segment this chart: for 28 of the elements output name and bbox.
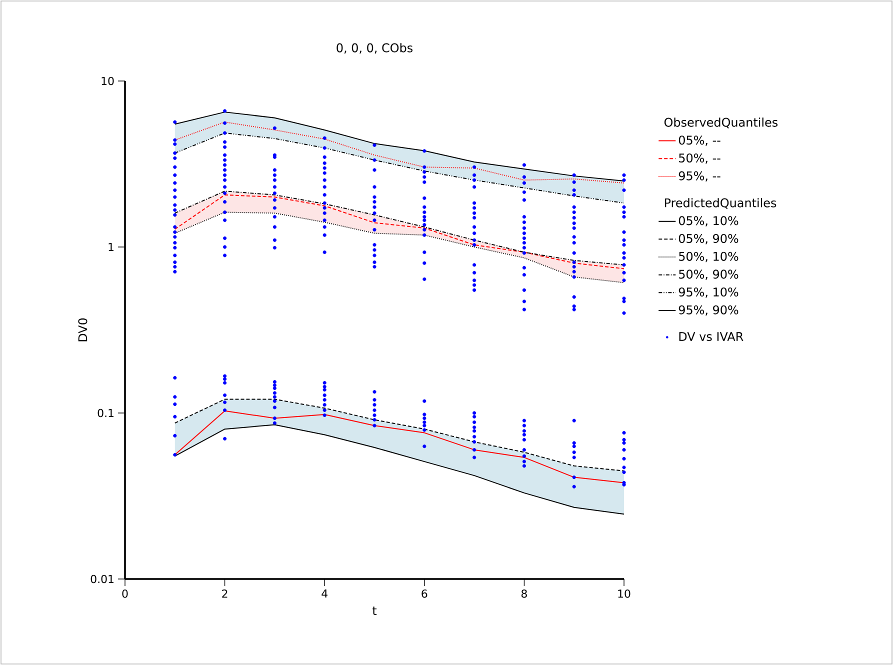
x-tick-label: 0 [122, 590, 128, 598]
line-series [174, 122, 625, 184]
legend-label: 05%, -- [678, 136, 720, 146]
line-series [174, 132, 625, 204]
legend-label: 50%, 10% [679, 252, 738, 262]
y-tick-label: 0.1 [98, 408, 114, 418]
y-tick-label: 1 [108, 243, 114, 251]
legend-label: 05%, 90% [678, 234, 738, 244]
legend-label: 95%, -- [678, 171, 720, 182]
y-tick-label: 10 [102, 76, 114, 86]
x-tick-label: 6 [422, 590, 428, 598]
x-axis-title: t [372, 606, 377, 616]
legend-label: 95%, 90% [678, 305, 738, 316]
text: ObservedQuantiles [664, 118, 778, 128]
legend-label: 50%, 90% [679, 270, 738, 280]
x-tick-label: 2 [222, 590, 228, 598]
chart-title: 0, 0, 0, CObs [336, 43, 412, 54]
y-tick-label: 0.01 [90, 574, 114, 584]
legend-label: 50%, -- [679, 153, 720, 164]
legend-label: 05%, 10% [678, 216, 738, 226]
x-tick-label: 8 [521, 590, 527, 598]
x-tick-label: 10 [618, 590, 630, 598]
text: PredictedQuantiles [664, 198, 776, 209]
line-series [174, 212, 625, 284]
legend-label: 95%, 10% [678, 288, 738, 298]
legend-label: DV vs IVAR [679, 332, 744, 342]
y-axis-title: DV0 [78, 318, 88, 342]
x-tick-label: 4 [322, 589, 328, 598]
